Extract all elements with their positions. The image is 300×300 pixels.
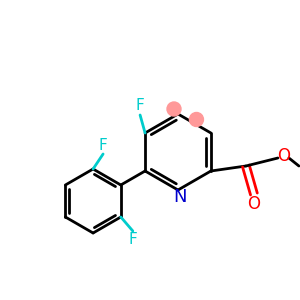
Text: O: O bbox=[278, 147, 290, 165]
Circle shape bbox=[167, 102, 181, 116]
Text: F: F bbox=[99, 137, 107, 152]
Text: F: F bbox=[136, 98, 145, 113]
Text: O: O bbox=[248, 195, 260, 213]
Text: F: F bbox=[128, 232, 137, 247]
Text: N: N bbox=[173, 188, 187, 206]
Circle shape bbox=[190, 112, 203, 127]
